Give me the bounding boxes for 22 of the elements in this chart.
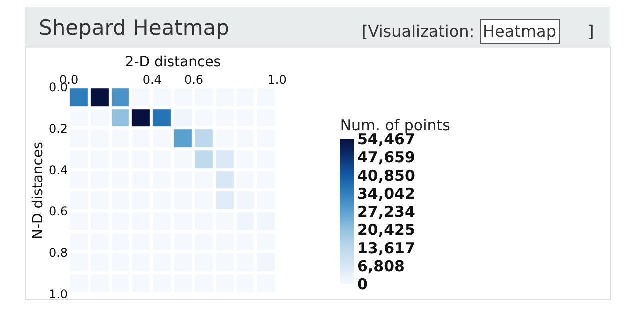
x-axis-title: 2-D distances <box>125 54 222 71</box>
color-bar-label: 0 <box>358 276 368 294</box>
x-tick-label: 1.0 <box>268 73 287 88</box>
y-tick-label: 0.2 <box>48 122 68 136</box>
color-bar-label: 27,234 <box>358 203 416 222</box>
y-axis-title: N-D distances <box>30 142 47 240</box>
x-tick-label: 0.4 <box>142 73 162 88</box>
color-bar-label: 47,659 <box>358 148 416 167</box>
y-tick-label: 1.0 <box>48 287 68 302</box>
y-tick-label: 0.4 <box>48 163 68 178</box>
color-bar-label: 6,808 <box>358 257 405 276</box>
y-tick-label: 0.8 <box>48 246 68 260</box>
color-bar-label: 13,617 <box>358 239 416 258</box>
y-tick-label: 0.6 <box>48 204 68 219</box>
color-bar-label: 40,850 <box>358 166 416 185</box>
color-bar-label: 34,042 <box>358 184 416 203</box>
x-tick-label: 0.6 <box>184 73 204 88</box>
color-bar-label: 20,425 <box>358 221 416 240</box>
text: ] <box>588 22 594 41</box>
chart-title: Shepard Heatmap <box>39 16 230 40</box>
text: Heatmap <box>483 22 556 41</box>
text: [Visualization: <box>362 22 475 41</box>
